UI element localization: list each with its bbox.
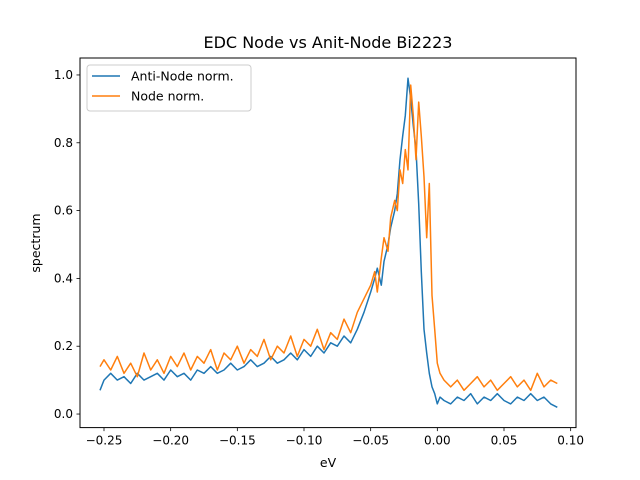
legend: Anti-Node norm. Node norm. bbox=[86, 64, 252, 112]
series-line-1 bbox=[99, 84, 558, 392]
x-axis-label: eV bbox=[320, 455, 337, 470]
x-tick-label: 0.10 bbox=[557, 434, 584, 448]
y-axis-label: spectrum bbox=[28, 213, 43, 272]
legend-label: Node norm. bbox=[131, 89, 204, 104]
y-tick-label: 1.0 bbox=[54, 68, 73, 82]
legend-box bbox=[86, 64, 252, 112]
y-axis-ticks: 0.0 0.2 0.4 0.6 0.8 1.0 bbox=[54, 68, 80, 421]
y-tick-label: 0.8 bbox=[54, 136, 73, 150]
plot-frame bbox=[79, 57, 577, 429]
x-tick-label: −0.05 bbox=[352, 434, 389, 448]
chart-title: EDC Node vs Anit-Node Bi2223 bbox=[204, 33, 453, 52]
x-tick-label: −0.25 bbox=[86, 434, 123, 448]
series-line-0 bbox=[99, 77, 558, 408]
x-tick-label: −0.15 bbox=[219, 434, 256, 448]
x-axis-ticks: −0.25 −0.20 −0.15 −0.10 −0.05 0.00 0.05 0.10 bbox=[86, 427, 584, 448]
y-tick-label: 0.2 bbox=[54, 339, 73, 353]
y-tick-label: 0.4 bbox=[54, 271, 73, 285]
y-tick-label: 0.0 bbox=[54, 407, 73, 421]
x-tick-label: −0.10 bbox=[286, 434, 323, 448]
x-tick-label: 0.05 bbox=[491, 434, 518, 448]
x-tick-label: 0.00 bbox=[424, 434, 451, 448]
plot-lines bbox=[99, 77, 558, 408]
y-tick-label: 0.6 bbox=[54, 204, 73, 218]
x-tick-label: −0.20 bbox=[152, 434, 189, 448]
legend-label: Anti-Node norm. bbox=[131, 69, 234, 84]
